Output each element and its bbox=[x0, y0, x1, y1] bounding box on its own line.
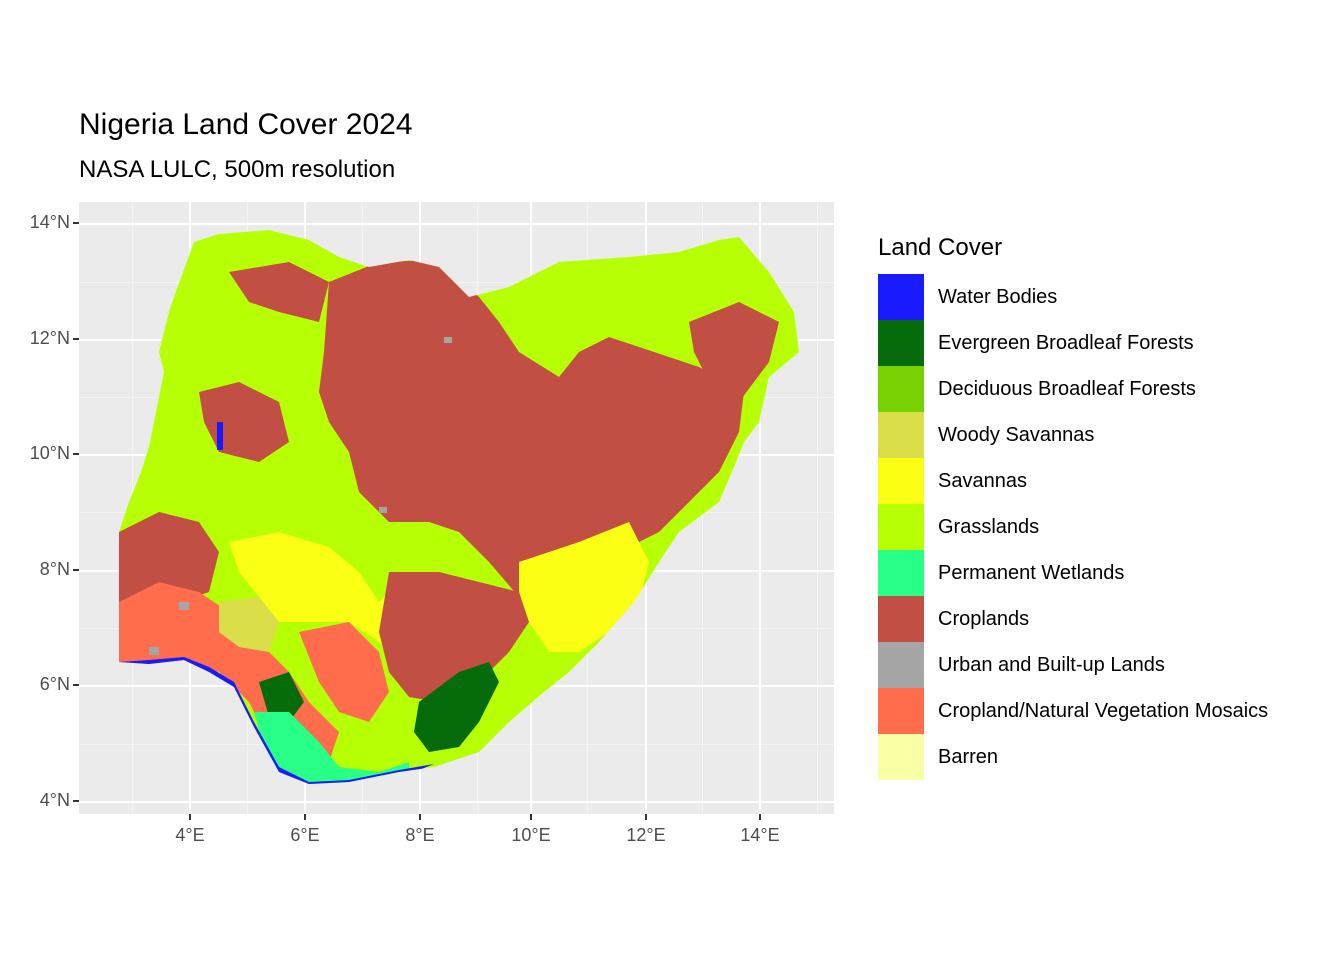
x-tick-label: 10°E bbox=[511, 825, 551, 845]
legend-label: Deciduous Broadleaf Forests bbox=[938, 378, 1196, 400]
urban-area bbox=[444, 337, 452, 343]
y-tick-label: 6°N bbox=[39, 674, 70, 694]
legend-key bbox=[878, 320, 924, 366]
legend-key bbox=[878, 734, 924, 780]
legend-item: Permanent Wetlands bbox=[878, 550, 1328, 596]
legend-item: Barren bbox=[878, 734, 1328, 780]
x-tick-mark bbox=[419, 814, 421, 820]
plot-title: Nigeria Land Cover 2024 bbox=[79, 108, 413, 141]
legend-item: Woody Savannas bbox=[878, 412, 1328, 458]
x-tick-label: 6°E bbox=[290, 825, 320, 845]
x-tick-label: 4°E bbox=[175, 825, 205, 845]
minor-gridline bbox=[79, 282, 834, 283]
major-gridline bbox=[759, 202, 761, 814]
legend-item: Grasslands bbox=[878, 504, 1328, 550]
y-tick-mark bbox=[73, 569, 79, 571]
forest-region bbox=[259, 672, 304, 722]
plot-subtitle: NASA LULC, 500m resolution bbox=[79, 156, 396, 183]
nigeria-land-cover-map bbox=[119, 230, 799, 784]
x-tick-mark bbox=[759, 814, 761, 820]
legend-key bbox=[878, 596, 924, 642]
legend-item: Savannas bbox=[878, 458, 1328, 504]
legend-label: Permanent Wetlands bbox=[938, 562, 1125, 584]
map-panel bbox=[79, 202, 834, 814]
x-tick-mark bbox=[530, 814, 532, 820]
urban-area bbox=[149, 647, 159, 655]
forest-region bbox=[414, 662, 499, 752]
legend-key bbox=[878, 274, 924, 320]
legend-item: Water Bodies bbox=[878, 274, 1328, 320]
legend-key bbox=[878, 366, 924, 412]
urban-area bbox=[179, 602, 189, 610]
y-tick-mark bbox=[73, 338, 79, 340]
legend-item: Evergreen Broadleaf Forests bbox=[878, 320, 1328, 366]
legend-key bbox=[878, 412, 924, 458]
legend-item: Urban and Built-up Lands bbox=[878, 642, 1328, 688]
cropland-region bbox=[319, 260, 744, 602]
legend-label: Urban and Built-up Lands bbox=[938, 654, 1165, 676]
savanna-region bbox=[519, 522, 649, 652]
x-tick-label: 14°E bbox=[740, 825, 780, 845]
legend-item: Croplands bbox=[878, 596, 1328, 642]
urban-area bbox=[379, 507, 387, 513]
y-tick-label: 14°N bbox=[29, 212, 70, 232]
legend-key bbox=[878, 688, 924, 734]
x-tick-label: 8°E bbox=[405, 825, 435, 845]
minor-gridline bbox=[817, 202, 818, 814]
wetland-region bbox=[254, 712, 409, 784]
y-tick-mark bbox=[73, 222, 79, 224]
legend-label: Grasslands bbox=[938, 516, 1040, 538]
legend-key bbox=[878, 550, 924, 596]
cropland-region bbox=[229, 262, 329, 322]
legend-title: Land Cover bbox=[878, 234, 1003, 261]
x-tick-mark bbox=[189, 814, 191, 820]
water-body bbox=[217, 422, 223, 450]
y-tick-label: 10°N bbox=[29, 443, 70, 463]
legend-key bbox=[878, 504, 924, 550]
legend-item: Deciduous Broadleaf Forests bbox=[878, 366, 1328, 412]
woody-savanna-region bbox=[219, 597, 279, 652]
y-tick-mark bbox=[73, 684, 79, 686]
mosaic-region bbox=[299, 622, 389, 722]
legend-label: Croplands bbox=[938, 608, 1030, 630]
y-tick-label: 8°N bbox=[39, 559, 70, 579]
legend-label: Cropland/Natural Vegetation Mosaics bbox=[938, 700, 1269, 722]
legend-label: Barren bbox=[938, 746, 999, 768]
cropland-region bbox=[119, 512, 219, 612]
y-tick-mark bbox=[73, 453, 79, 455]
major-gridline bbox=[79, 801, 834, 803]
legend-label: Woody Savannas bbox=[938, 424, 1095, 446]
x-tick-label: 12°E bbox=[626, 825, 666, 845]
cropland-region bbox=[689, 302, 779, 402]
y-tick-mark bbox=[73, 800, 79, 802]
y-tick-label: 12°N bbox=[29, 328, 70, 348]
legend-item: Cropland/Natural Vegetation Mosaics bbox=[878, 688, 1328, 734]
y-tick-label: 4°N bbox=[39, 790, 70, 810]
legend-key bbox=[878, 458, 924, 504]
legend-label: Savannas bbox=[938, 470, 1027, 492]
legend-key bbox=[878, 642, 924, 688]
x-tick-mark bbox=[304, 814, 306, 820]
major-gridline bbox=[79, 223, 834, 225]
legend-label: Evergreen Broadleaf Forests bbox=[938, 332, 1194, 354]
legend-label: Water Bodies bbox=[938, 286, 1058, 308]
x-tick-mark bbox=[645, 814, 647, 820]
